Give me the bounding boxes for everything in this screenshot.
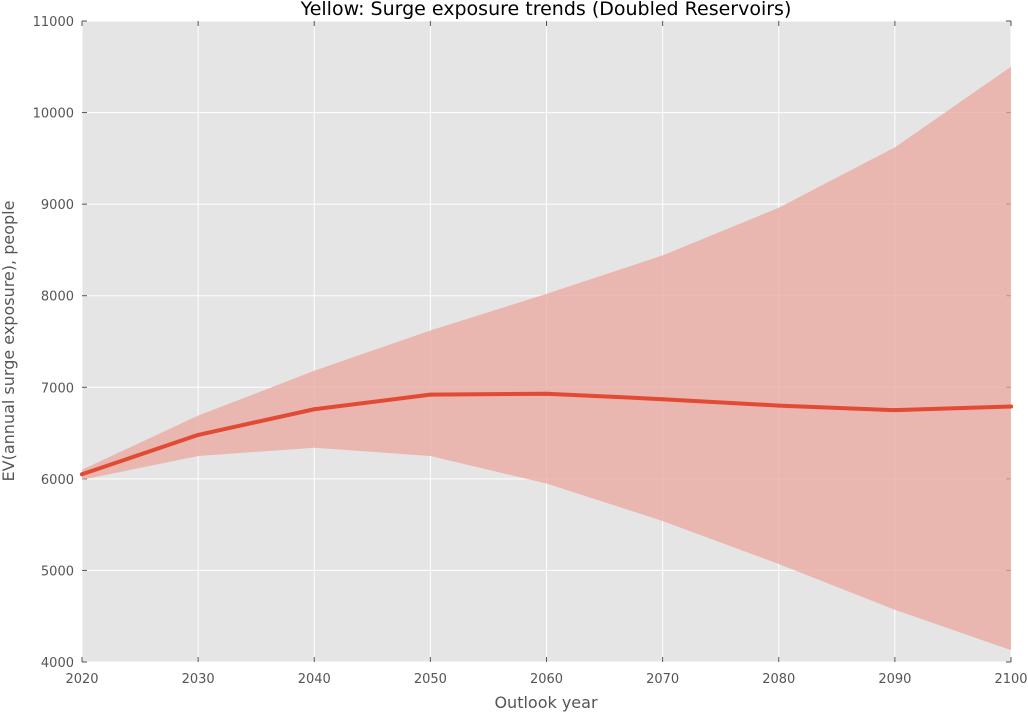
x-tick-label: 2100 xyxy=(994,672,1027,687)
chart-title: Yellow: Surge exposure trends (Doubled R… xyxy=(300,0,792,20)
y-tick-label: 4000 xyxy=(41,656,74,671)
data-point xyxy=(80,472,84,477)
x-axis-label: Outlook year xyxy=(494,693,598,712)
x-tick-label: 2080 xyxy=(762,672,795,687)
y-tick-label: 7000 xyxy=(41,381,74,396)
x-tick-label: 2070 xyxy=(646,672,679,687)
y-tick-label: 6000 xyxy=(41,473,74,488)
x-tick-label: 2030 xyxy=(182,672,215,687)
y-tick-label: 8000 xyxy=(41,290,74,305)
x-tick-label: 2040 xyxy=(298,672,331,687)
data-point xyxy=(544,391,549,396)
x-tick-label: 2020 xyxy=(65,672,98,687)
ticks-layer xyxy=(81,20,1012,663)
data-point xyxy=(660,397,665,402)
y-axis-label: EV(annual surge exposure), people xyxy=(0,201,18,482)
data-point xyxy=(776,403,781,408)
y-tick-label: 10000 xyxy=(33,107,74,122)
y-tick-label: 11000 xyxy=(33,15,74,30)
x-tick-label: 2060 xyxy=(530,672,563,687)
data-point xyxy=(1009,404,1013,409)
series-layer xyxy=(80,66,1013,651)
data-point xyxy=(312,407,317,412)
y-tick-label: 5000 xyxy=(41,564,74,579)
x-tick-label: 2090 xyxy=(878,672,911,687)
x-tick-label: 2050 xyxy=(414,672,447,687)
uncertainty-band xyxy=(82,66,1011,651)
data-point xyxy=(428,392,433,397)
tick-labels-layer: 2020 2030 2040 2050 2060 2070 2080 2090 2100 4000… xyxy=(33,15,1028,687)
y-tick-label: 9000 xyxy=(41,198,74,213)
data-point xyxy=(196,432,201,437)
data-point xyxy=(892,408,897,413)
